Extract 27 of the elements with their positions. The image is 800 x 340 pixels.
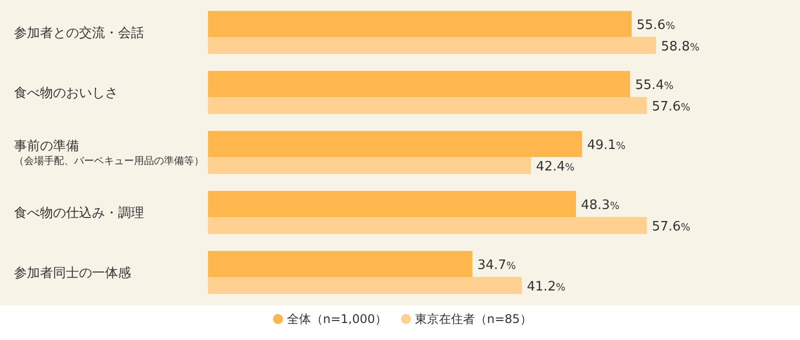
bar bbox=[208, 131, 582, 157]
bar bbox=[208, 157, 532, 174]
y-tick-label: 事前の準備（会場手配、バーベキュー用品の準備等） bbox=[14, 139, 204, 167]
data-label: 49.1% bbox=[587, 138, 626, 153]
bar bbox=[208, 37, 656, 54]
data-label: 41.2% bbox=[526, 280, 566, 294]
bar bbox=[208, 11, 632, 37]
data-label: 55.6% bbox=[636, 18, 676, 33]
data-label: 42.4% bbox=[536, 160, 575, 174]
bar bbox=[208, 191, 576, 217]
data-label: 48.3% bbox=[581, 198, 620, 213]
bar bbox=[208, 97, 647, 114]
data-label: 58.8% bbox=[661, 40, 700, 54]
data-label: 34.7% bbox=[477, 258, 516, 273]
y-tick-label: 食べ物のおいしさ bbox=[14, 86, 118, 101]
legend-label: 全体（n=1,000） bbox=[287, 312, 388, 326]
legend-label: 東京在住者（n=85） bbox=[415, 312, 532, 326]
bar bbox=[208, 217, 647, 234]
data-label: 55.4% bbox=[635, 78, 674, 93]
y-tick-label: 食べ物の仕込み・調理 bbox=[14, 206, 144, 221]
data-label: 57.6% bbox=[652, 100, 690, 114]
data-label: 57.6% bbox=[652, 220, 690, 234]
bar bbox=[208, 251, 472, 277]
y-tick-label: 参加者との交流・会話 bbox=[14, 25, 144, 41]
bar bbox=[208, 71, 630, 97]
bar bbox=[208, 277, 522, 294]
y-tick-label: 参加者同士の一体感 bbox=[14, 266, 131, 281]
